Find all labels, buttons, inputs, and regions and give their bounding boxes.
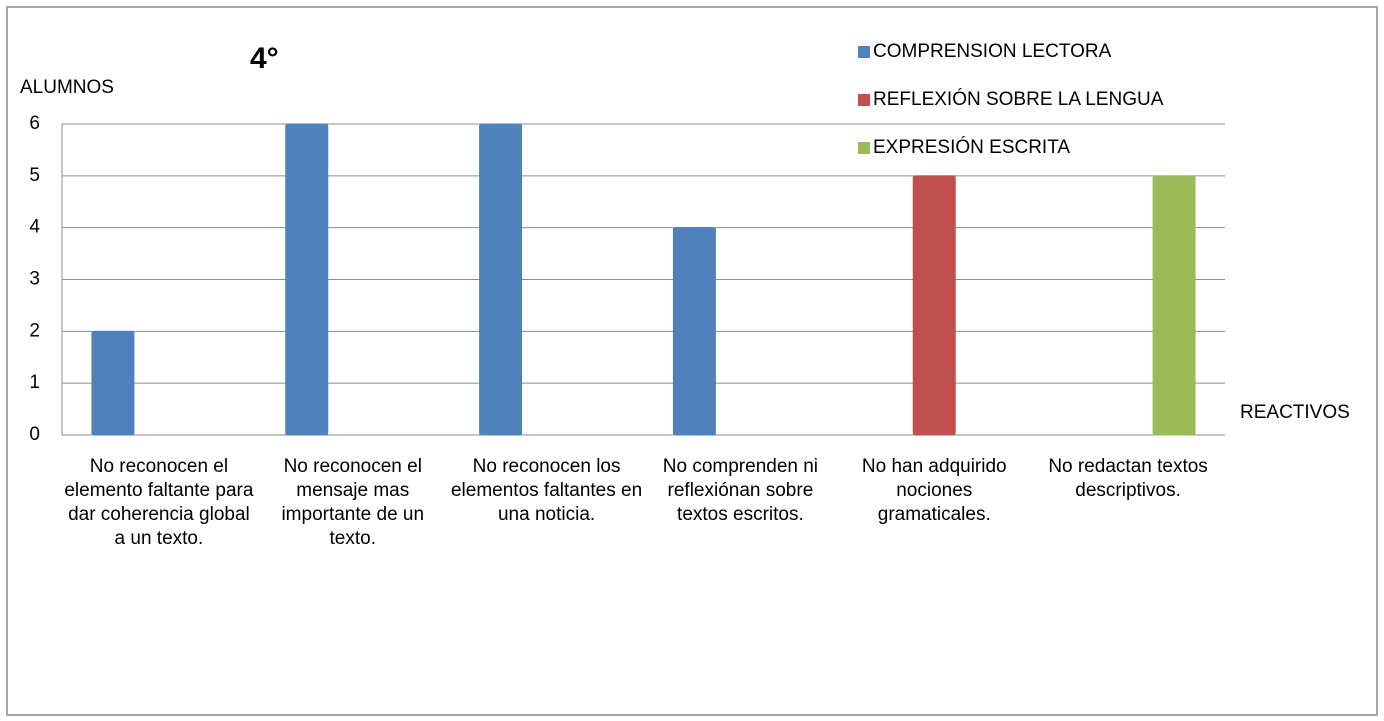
y-tick-label: 5 (29, 165, 40, 186)
y-tick-label: 3 (29, 269, 40, 290)
y-tick-label: 4 (29, 217, 40, 238)
x-tick-label: No redactan textos descriptivos. (1048, 456, 1208, 501)
x-tick-label: No reconocen el mensaje mas importante d… (281, 456, 425, 549)
legend-label: REFLEXIÓN SOBRE LA LENGUA (873, 88, 1164, 110)
bar (1152, 175, 1196, 436)
x-tick-label: No reconocen el elemento faltante para d… (64, 456, 254, 549)
y-axis-label: ALUMNOS (20, 77, 114, 98)
legend-label: COMPRENSION LECTORA (873, 41, 1112, 62)
legend-swatch (858, 94, 870, 106)
y-tick-label: 2 (29, 320, 40, 341)
x-axis-label: REACTIVOS (1240, 402, 1350, 423)
y-tick-label: 6 (29, 113, 40, 134)
bar (912, 175, 956, 436)
legend-label: EXPRESIÓN ESCRITA (873, 136, 1070, 158)
chart-title: 4° (250, 42, 279, 75)
bar (285, 123, 329, 436)
y-tick-label: 1 (29, 372, 40, 393)
legend-swatch (858, 142, 870, 154)
bar (672, 227, 716, 436)
y-tick-label: 0 (29, 424, 40, 445)
x-tick-label: No comprenden ni reflexiónan sobre texto… (662, 456, 819, 525)
bar (91, 330, 135, 436)
x-tick-label: No reconocen los elementos faltantes en … (450, 456, 643, 525)
bar (479, 123, 523, 436)
x-tick-label: No han adquirido nociones gramaticales. (861, 456, 1007, 525)
legend-swatch (858, 46, 870, 58)
